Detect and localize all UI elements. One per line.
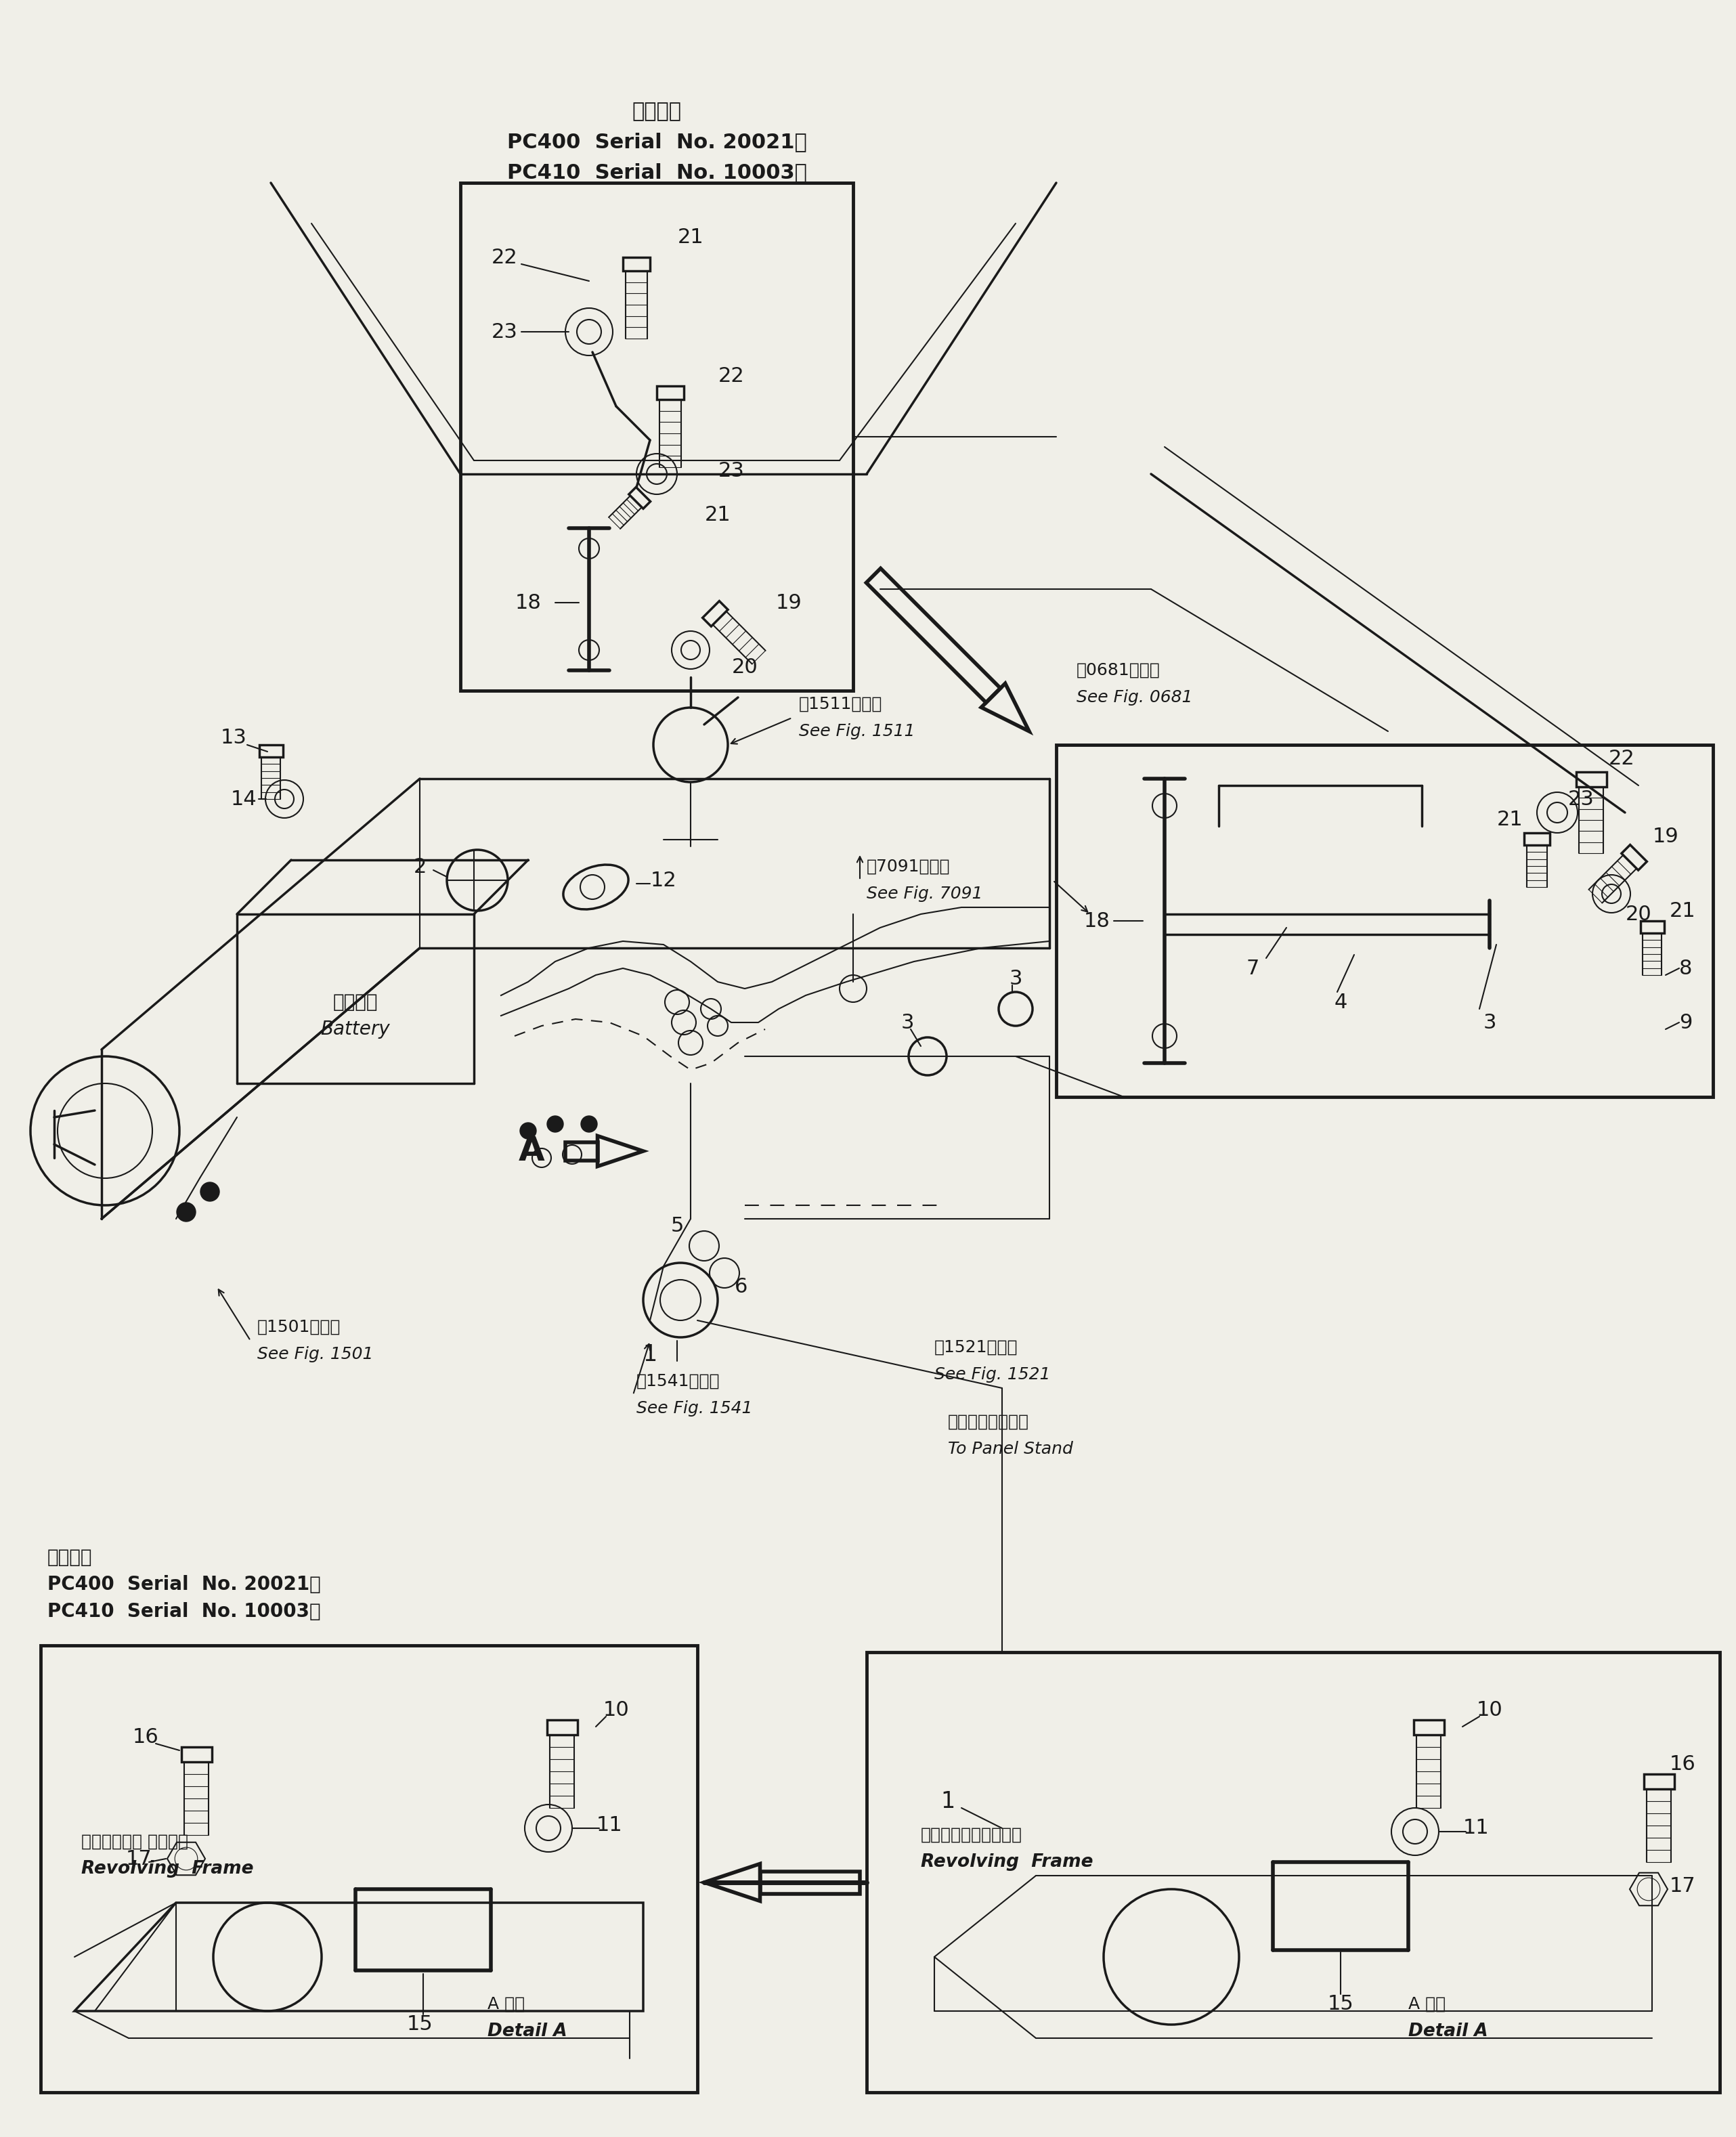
Text: 19: 19 [776,592,802,613]
Text: 1: 1 [642,1342,658,1366]
Text: 18: 18 [1083,910,1109,932]
Text: 第0681図参照: 第0681図参照 [1076,662,1160,677]
Text: 15: 15 [1328,1994,1354,2013]
Text: 13: 13 [220,729,247,748]
Text: 7: 7 [1246,960,1259,979]
Text: 第1511図参照: 第1511図参照 [799,697,882,712]
Text: PC410  Serial  No. 10003～: PC410 Serial No. 10003～ [507,162,807,182]
Circle shape [547,1116,562,1133]
Text: A 詳細: A 詳細 [488,1996,524,2013]
Text: 9: 9 [1679,1013,1693,1032]
Text: 17: 17 [1670,1876,1696,1896]
Bar [40,1645,698,2092]
Text: A 詳細: A 詳細 [1408,1996,1446,2013]
Text: 8: 8 [1679,960,1693,979]
Text: 3: 3 [1009,968,1023,987]
Text: バッテリ: バッテリ [333,994,378,1011]
Text: 23: 23 [491,323,517,342]
Circle shape [200,1182,219,1201]
Text: 21: 21 [1670,902,1696,921]
Text: 21: 21 [1496,810,1522,829]
Text: See Fig. 0681: See Fig. 0681 [1076,690,1193,705]
Text: 10: 10 [602,1699,628,1720]
Text: パネルスタンドへ: パネルスタンドへ [948,1415,1029,1430]
Text: See Fig. 1521: See Fig. 1521 [934,1366,1050,1383]
Text: 第1521図参照: 第1521図参照 [934,1340,1017,1355]
Circle shape [521,1122,536,1139]
Text: See Fig. 1511: See Fig. 1511 [799,722,915,739]
Text: Detail A: Detail A [488,2022,568,2041]
Text: 16: 16 [132,1727,158,1746]
Text: Battery: Battery [321,1019,391,1039]
Text: 3: 3 [1483,1013,1496,1032]
Text: 適用号機: 適用号機 [47,1547,92,1566]
Bar [460,184,852,690]
Text: 5: 5 [670,1216,684,1235]
Bar [866,1652,1720,2092]
Text: レボルビング フレーム: レボルビング フレーム [82,1834,187,1851]
Text: 20: 20 [731,658,759,677]
Text: Revolving  Frame: Revolving Frame [82,1859,253,1878]
Text: 22: 22 [719,365,745,385]
Text: 19: 19 [1653,827,1679,846]
Text: 6: 6 [734,1276,748,1297]
Text: 11: 11 [595,1814,623,1836]
Text: PC400  Serial  No. 20021～: PC400 Serial No. 20021～ [507,132,807,152]
Text: 3: 3 [901,1013,913,1032]
Text: See Fig. 1501: See Fig. 1501 [257,1346,373,1363]
Text: 10: 10 [1476,1699,1503,1720]
Text: See Fig. 1541: See Fig. 1541 [637,1400,752,1417]
Text: 適用号機: 適用号機 [632,103,682,122]
Text: 1: 1 [941,1791,955,1812]
Text: 21: 21 [705,504,731,524]
Text: 第1541図参照: 第1541図参照 [637,1374,720,1389]
Text: To Panel Stand: To Panel Stand [948,1440,1073,1457]
Bar [1055,746,1713,1096]
Text: 第1501図参照: 第1501図参照 [257,1319,340,1336]
Text: See Fig. 7091: See Fig. 7091 [866,885,983,902]
Text: 2: 2 [413,857,427,876]
Text: 23: 23 [1568,789,1594,808]
Text: 4: 4 [1333,992,1347,1013]
Text: 第7091図参照: 第7091図参照 [866,859,950,874]
Text: 21: 21 [677,227,703,246]
Text: レボルビングフレーム: レボルビングフレーム [920,1827,1023,1842]
Text: Detail A: Detail A [1408,2022,1488,2041]
Text: Revolving  Frame: Revolving Frame [920,1853,1094,1870]
Text: 17: 17 [125,1849,153,1868]
Text: 23: 23 [719,462,745,481]
Circle shape [177,1203,196,1222]
Text: 11: 11 [1463,1819,1489,1838]
Text: 12: 12 [651,870,677,891]
Text: 20: 20 [1625,904,1651,923]
Text: PC400  Serial  No. 20021～: PC400 Serial No. 20021～ [47,1575,321,1594]
Text: 16: 16 [1670,1754,1696,1774]
Text: 22: 22 [1609,748,1635,767]
Text: 15: 15 [406,2015,432,2034]
Text: PC410  Serial  No. 10003～: PC410 Serial No. 10003～ [47,1603,321,1622]
Text: 18: 18 [516,592,542,613]
Circle shape [582,1116,597,1133]
Text: 14: 14 [231,789,257,808]
Text: A: A [519,1135,545,1167]
Text: 22: 22 [491,248,517,267]
